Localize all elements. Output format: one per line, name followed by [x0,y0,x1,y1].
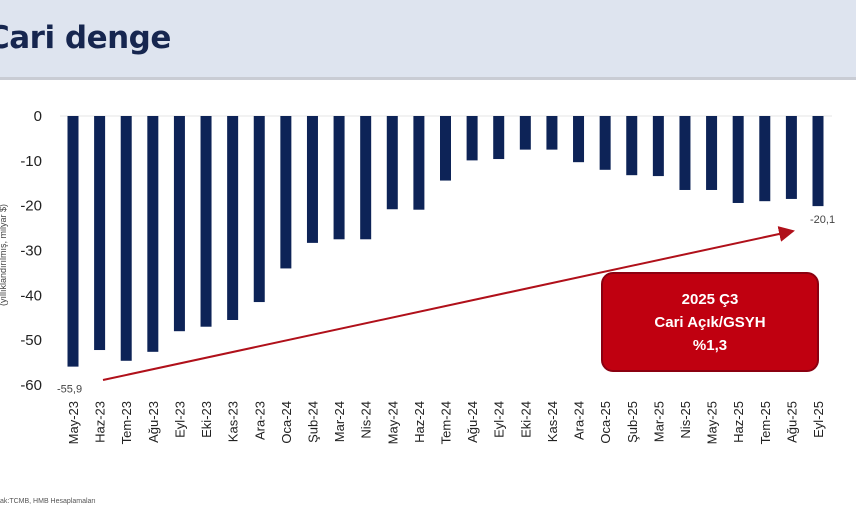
x-tick-label: Tem-24 [439,401,454,444]
y-axis-label: (yıllıklandırılmış, milyar $) [0,204,8,306]
callout-value: %1,3 [692,336,728,354]
y-tick-label: -10 [20,153,42,170]
y-tick-label: -60 [20,377,42,394]
x-tick-label: Eyl-24 [492,401,507,438]
bar-Mar-24 [333,116,345,240]
bar-Ara-23 [253,116,265,303]
x-tick-label: Haz-23 [93,401,108,443]
bar-Ağu-24 [466,116,478,161]
bar-Tem-23 [120,116,132,361]
data-label: -20,1 [810,214,835,226]
bar-Kas-24 [546,116,558,150]
bar-Kas-23 [227,116,239,320]
bar-Eyl-25 [812,116,824,207]
bar-Haz-23 [94,116,106,351]
x-tick-label: Ağu-23 [146,401,161,443]
x-tick-label: Oca-25 [598,401,613,444]
x-tick-label: Kas-23 [226,401,241,442]
x-tick-label: Nis-24 [359,401,374,439]
y-tick-label: 0 [34,108,42,125]
x-tick-label: Nis-25 [678,401,693,439]
bar-Nis-24 [360,116,372,240]
x-tick-label: May-23 [66,401,81,444]
cari-acik-callout: 2025 Ç3 Cari Açık/GSYH %1,3 [601,272,819,372]
bar-Eki-23 [200,116,212,327]
bar-Şub-25 [626,116,638,176]
bar-Oca-24 [280,116,292,269]
x-tick-label: Oca-24 [279,401,294,444]
x-tick-label: Şub-25 [625,401,640,443]
x-tick-label: Eyl-25 [811,401,826,438]
bar-Şub-24 [306,116,318,243]
x-tick-label: Ara-24 [572,401,587,440]
x-tick-label: Kas-24 [545,401,560,442]
y-tick-label: -30 [20,243,42,260]
bar-May-24 [386,116,398,210]
y-tick-label: -50 [20,332,42,349]
bar-Haz-24 [413,116,425,210]
bar-Tem-24 [440,116,451,181]
x-tick-label: Mar-25 [651,401,666,442]
bar-May-23 [67,116,79,367]
bar-Ağu-25 [785,116,797,199]
bar-Ağu-23 [147,116,159,352]
source-note: ak:TCMB, HMB Hesaplamaları [0,498,96,505]
bar-Nis-25 [679,116,691,190]
x-tick-label: Haz-25 [731,401,746,443]
x-tick-label: Mar-24 [332,401,347,442]
x-tick-label: Ağu-25 [784,401,799,443]
x-tick-label: Eki-24 [518,401,533,438]
callout-period: 2025 Ç3 [681,290,739,308]
page-title: Cari denge [0,20,171,56]
y-tick-label: -40 [20,287,42,304]
bar-Eyl-23 [173,116,185,332]
x-tick-label: May-25 [705,401,720,444]
y-tick-label: -20 [20,198,42,215]
x-tick-label: Şub-24 [305,401,320,443]
x-tick-label: May-24 [385,401,400,444]
x-tick-label: Tem-25 [758,401,773,444]
header-band: Cari denge [0,0,856,80]
bar-Oca-25 [599,116,611,170]
x-tick-label: Tem-23 [119,401,134,444]
data-label: -55,9 [57,384,82,396]
x-tick-label: Eyl-23 [172,401,187,438]
callout-metric: Cari Açık/GSYH [654,313,766,331]
x-tick-label: Ara-23 [252,401,267,440]
bar-May-25 [706,116,718,190]
bar-Haz-25 [732,116,744,203]
x-tick-label: Eki-23 [199,401,214,438]
bar-Eki-24 [519,116,531,150]
bar-Mar-25 [652,116,664,177]
bar-Tem-25 [759,116,771,202]
bar-Eyl-24 [493,116,505,160]
trend-arrow [102,226,795,381]
x-tick-label: Ağu-24 [465,401,480,443]
x-tick-label: Haz-24 [412,401,427,443]
bar-Ara-24 [573,116,585,163]
